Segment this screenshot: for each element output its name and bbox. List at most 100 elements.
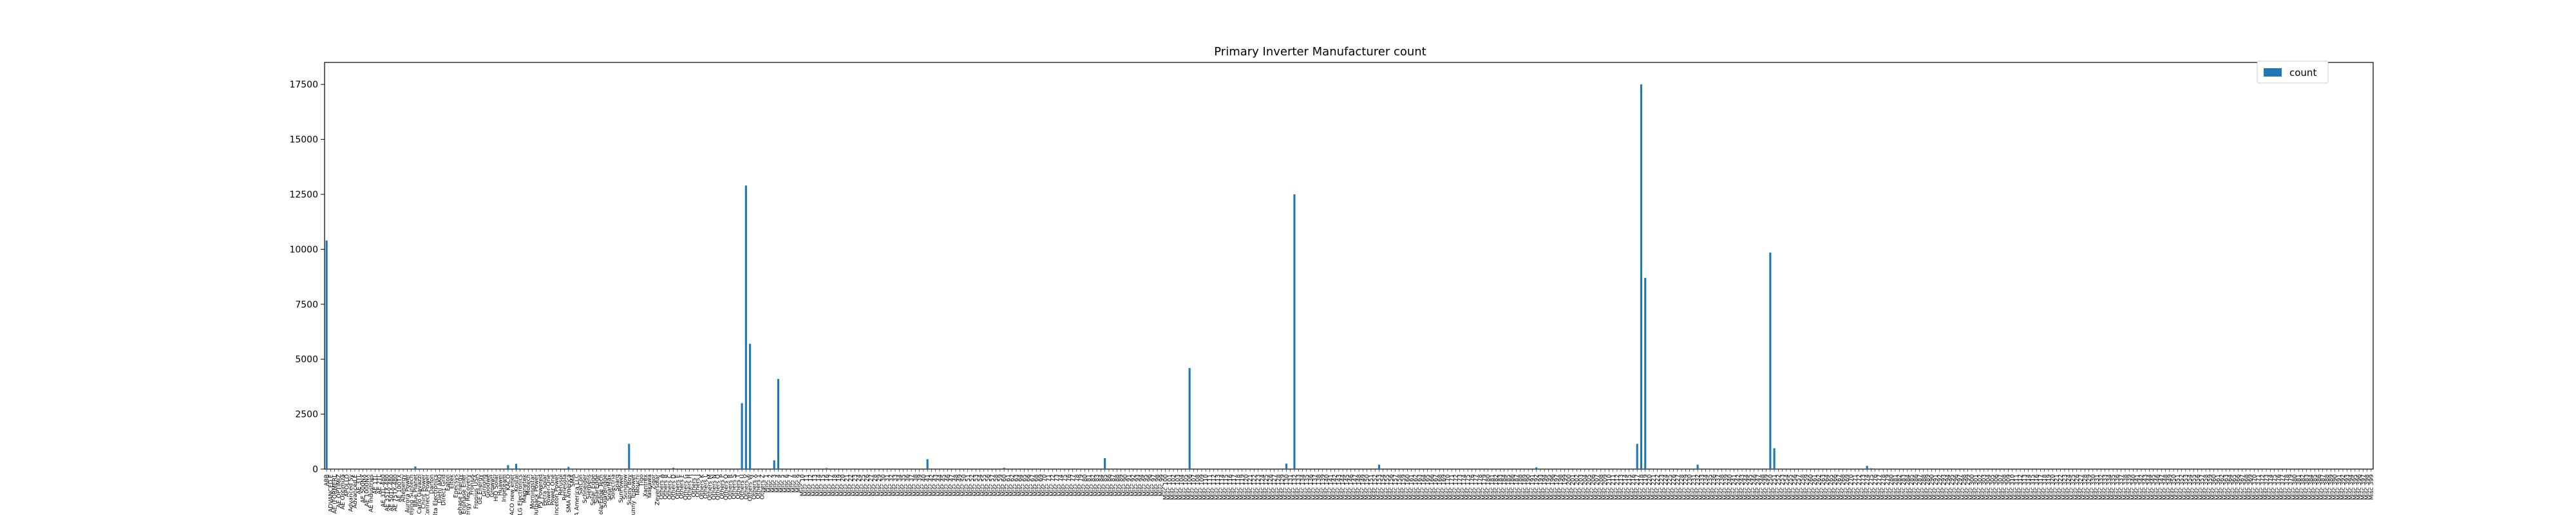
x-tick-label: AE (FORMERL: [332, 474, 339, 513]
x-tick-label: Misc 218: [1638, 474, 1645, 500]
x-tick-label: Misc 68: [1034, 474, 1040, 496]
x-tick-label: Misc 207: [1595, 474, 1601, 500]
x-tick-label: Misc 286: [1913, 474, 1919, 500]
x-tick-label: Misc 394: [2349, 474, 2355, 500]
x-tick-label: Direct Grid: [441, 474, 448, 506]
x-tick-label: Misc 75: [1062, 474, 1068, 496]
x-tick-label: Misc 334: [2107, 474, 2113, 500]
x-tick-label: Energy Recovery: [465, 474, 471, 515]
x-tick-label: Advanced E: [352, 474, 359, 508]
x-tick-label: Misc 250: [1768, 474, 1774, 500]
x-tick-label: Misc 323: [2062, 474, 2069, 500]
x-tick-label: Misc 200: [1566, 474, 1573, 500]
x-tick-label: Sunny Boy: [627, 474, 633, 505]
x-tick-label: Misc 110: [1203, 474, 1209, 500]
x-tick-label: Misc 212: [1615, 474, 1621, 500]
x-tick-label: Misc 67: [1030, 474, 1036, 496]
x-tick-label: Misc 205: [1586, 474, 1593, 500]
x-tick-label: Misc 202: [1574, 474, 1580, 500]
x-tick-label: Misc 118: [1235, 474, 1242, 500]
x-tick-label: SolarEdge: [594, 474, 601, 504]
x-tick-label: Misc 332: [2098, 474, 2105, 500]
x-tick-label: Misc 393: [2344, 474, 2351, 500]
x-tick-label: Misc 387: [2320, 474, 2327, 500]
x-tick-label: Others C: [667, 474, 673, 499]
x-tick-label: Others H: [687, 474, 694, 500]
x-tick-label: Misc 376: [2276, 474, 2282, 500]
x-tick-label: Misc 375: [2272, 474, 2278, 500]
x-tick-label: Misc 228: [1679, 474, 1685, 500]
bar: [1640, 84, 1643, 469]
bar: [325, 240, 328, 469]
x-tick-label: Misc 346: [2155, 474, 2161, 500]
x-tick-label: SMA America: [566, 474, 573, 513]
x-tick-label: Misc 85: [1103, 474, 1109, 496]
x-tick-label: Misc 27: [868, 474, 875, 496]
x-tick-label: Misc 252: [1776, 474, 1782, 500]
bar: [1769, 252, 1772, 469]
x-tick-label: Misc 76: [1066, 474, 1072, 496]
x-tick-label: Misc 100: [1163, 474, 1170, 500]
x-tick-label: Misc 360: [2211, 474, 2218, 500]
x-tick-label: Misc 315: [2030, 474, 2036, 500]
bar: [1003, 467, 1005, 469]
x-tick-label: Misc 199: [1562, 474, 1569, 500]
x-tick-label: Misc 357: [2199, 474, 2206, 500]
x-tick-label: AE 100TX: [397, 474, 403, 503]
x-tick-label: Misc 367: [2239, 474, 2246, 500]
x-tick-label: Misc 28: [873, 474, 879, 496]
x-tick-label: Zeversolar: [655, 474, 661, 505]
x-tick-label: LG Electronics: [518, 474, 524, 515]
x-tick-label: Misc 378: [2284, 474, 2290, 500]
x-tick-label: Misc 11: [804, 474, 810, 496]
x-tick-label: Misc 287: [1917, 474, 1924, 500]
x-tick-label: Misc 219: [1643, 474, 1649, 500]
x-tick-label: Misc 225: [1667, 474, 1673, 500]
x-tick-label: Misc 209: [1602, 474, 1609, 500]
bar: [1378, 465, 1381, 469]
x-tick-label: Misc 235: [1707, 474, 1714, 500]
x-tick-label: Misc 257: [1796, 474, 1803, 500]
x-tick-label: Misc 164: [1421, 474, 1427, 500]
x-tick-label: Misc 271: [1852, 474, 1859, 500]
x-tick-label: Misc 109: [1199, 474, 1206, 500]
x-tick-label: Others W: [748, 474, 754, 501]
bar: [672, 467, 675, 469]
x-tick-label: Misc 20: [840, 474, 847, 496]
x-tick-label: AE 3TL-480: [381, 474, 387, 507]
x-tick-label: Misc 107: [1191, 474, 1197, 500]
x-tick-label: Misc 74: [1058, 474, 1065, 496]
x-tick-label: Misc 57: [989, 474, 996, 496]
x-tick-label: Misc 272: [1857, 474, 1863, 500]
x-tick-label: Misc 269: [1844, 474, 1851, 500]
x-tick-label: Others N: [711, 474, 717, 500]
x-tick-label: Misc 34: [896, 474, 903, 496]
x-tick-label: Misc 54: [978, 474, 984, 496]
x-tick-label: Misc 348: [2163, 474, 2170, 500]
x-tick-label: Misc 181: [1490, 474, 1496, 500]
y-tick-label: 17500: [289, 80, 318, 90]
x-tick-label: Misc 87: [1110, 474, 1117, 496]
bar: [414, 466, 417, 469]
x-tick-label: Misc 113: [1215, 474, 1222, 500]
x-tick-label: Misc 254: [1784, 474, 1790, 500]
y-tick-label: 5000: [295, 355, 318, 365]
bar: [1636, 443, 1638, 469]
x-tick-label: Others K: [699, 474, 705, 499]
x-tick-label: Misc 19: [836, 474, 842, 496]
x-tick-label: Misc 5: [780, 474, 786, 493]
x-tick-label: Misc 381: [2296, 474, 2302, 500]
x-tick-label: Misc 392: [2340, 474, 2347, 500]
x-tick-label: Aurora Power: [404, 474, 411, 513]
x-tick-label: AE 1000NX: [365, 474, 371, 507]
x-tick-label: Misc 55: [981, 474, 988, 496]
x-tick-label: Misc 358: [2203, 474, 2210, 500]
x-tick-label: Misc 24: [857, 474, 863, 496]
x-tick-label: Misc 165: [1425, 474, 1432, 500]
x-tick-label: Misc 178: [1477, 474, 1484, 500]
x-tick-label: Petra Solar: [542, 474, 548, 506]
x-tick-label: Misc 146: [1349, 474, 1355, 500]
x-tick-label: Misc 319: [2046, 474, 2052, 500]
x-tick-label: Others D: [671, 474, 677, 500]
